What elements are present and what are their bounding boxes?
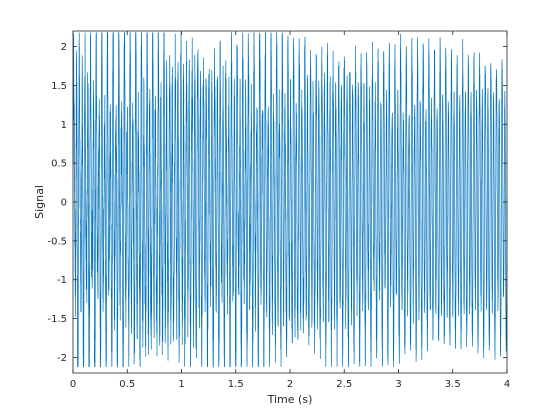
x-tick-label: 1.5 [228, 379, 244, 390]
signal-series-line [72, 32, 508, 369]
y-tick-label: 0 [61, 198, 67, 209]
y-tick-label: 1 [61, 120, 67, 131]
x-tick-label: 2 [287, 379, 293, 390]
x-ticks: 0 0.5 1 1.5 2 2.5 3 3.5 4 [70, 31, 510, 390]
y-tick-label: 1.5 [51, 81, 67, 92]
x-tick-label: 0 [70, 379, 76, 390]
y-ticks: 2 1.5 1 0.5 0 -0.5 -1 -1.5 -2 [47, 42, 507, 364]
y-tick-label: -1.5 [47, 314, 67, 325]
y-axis-label: Signal [33, 185, 46, 219]
x-tick-label: 3 [395, 379, 401, 390]
y-tick-label: 0.5 [51, 159, 67, 170]
y-tick-label: -0.5 [47, 236, 67, 247]
y-tick-label: -1 [57, 275, 67, 286]
x-tick-label: 1 [178, 379, 184, 390]
x-tick-label: 2.5 [336, 379, 352, 390]
series-layer [72, 32, 508, 369]
x-tick-label: 0.5 [119, 379, 135, 390]
x-tick-label: 3.5 [445, 379, 461, 390]
x-axis-label: Time (s) [267, 393, 313, 406]
x-tick-label: 4 [504, 379, 510, 390]
y-tick-label: -2 [57, 353, 67, 364]
y-tick-label: 2 [61, 42, 67, 53]
